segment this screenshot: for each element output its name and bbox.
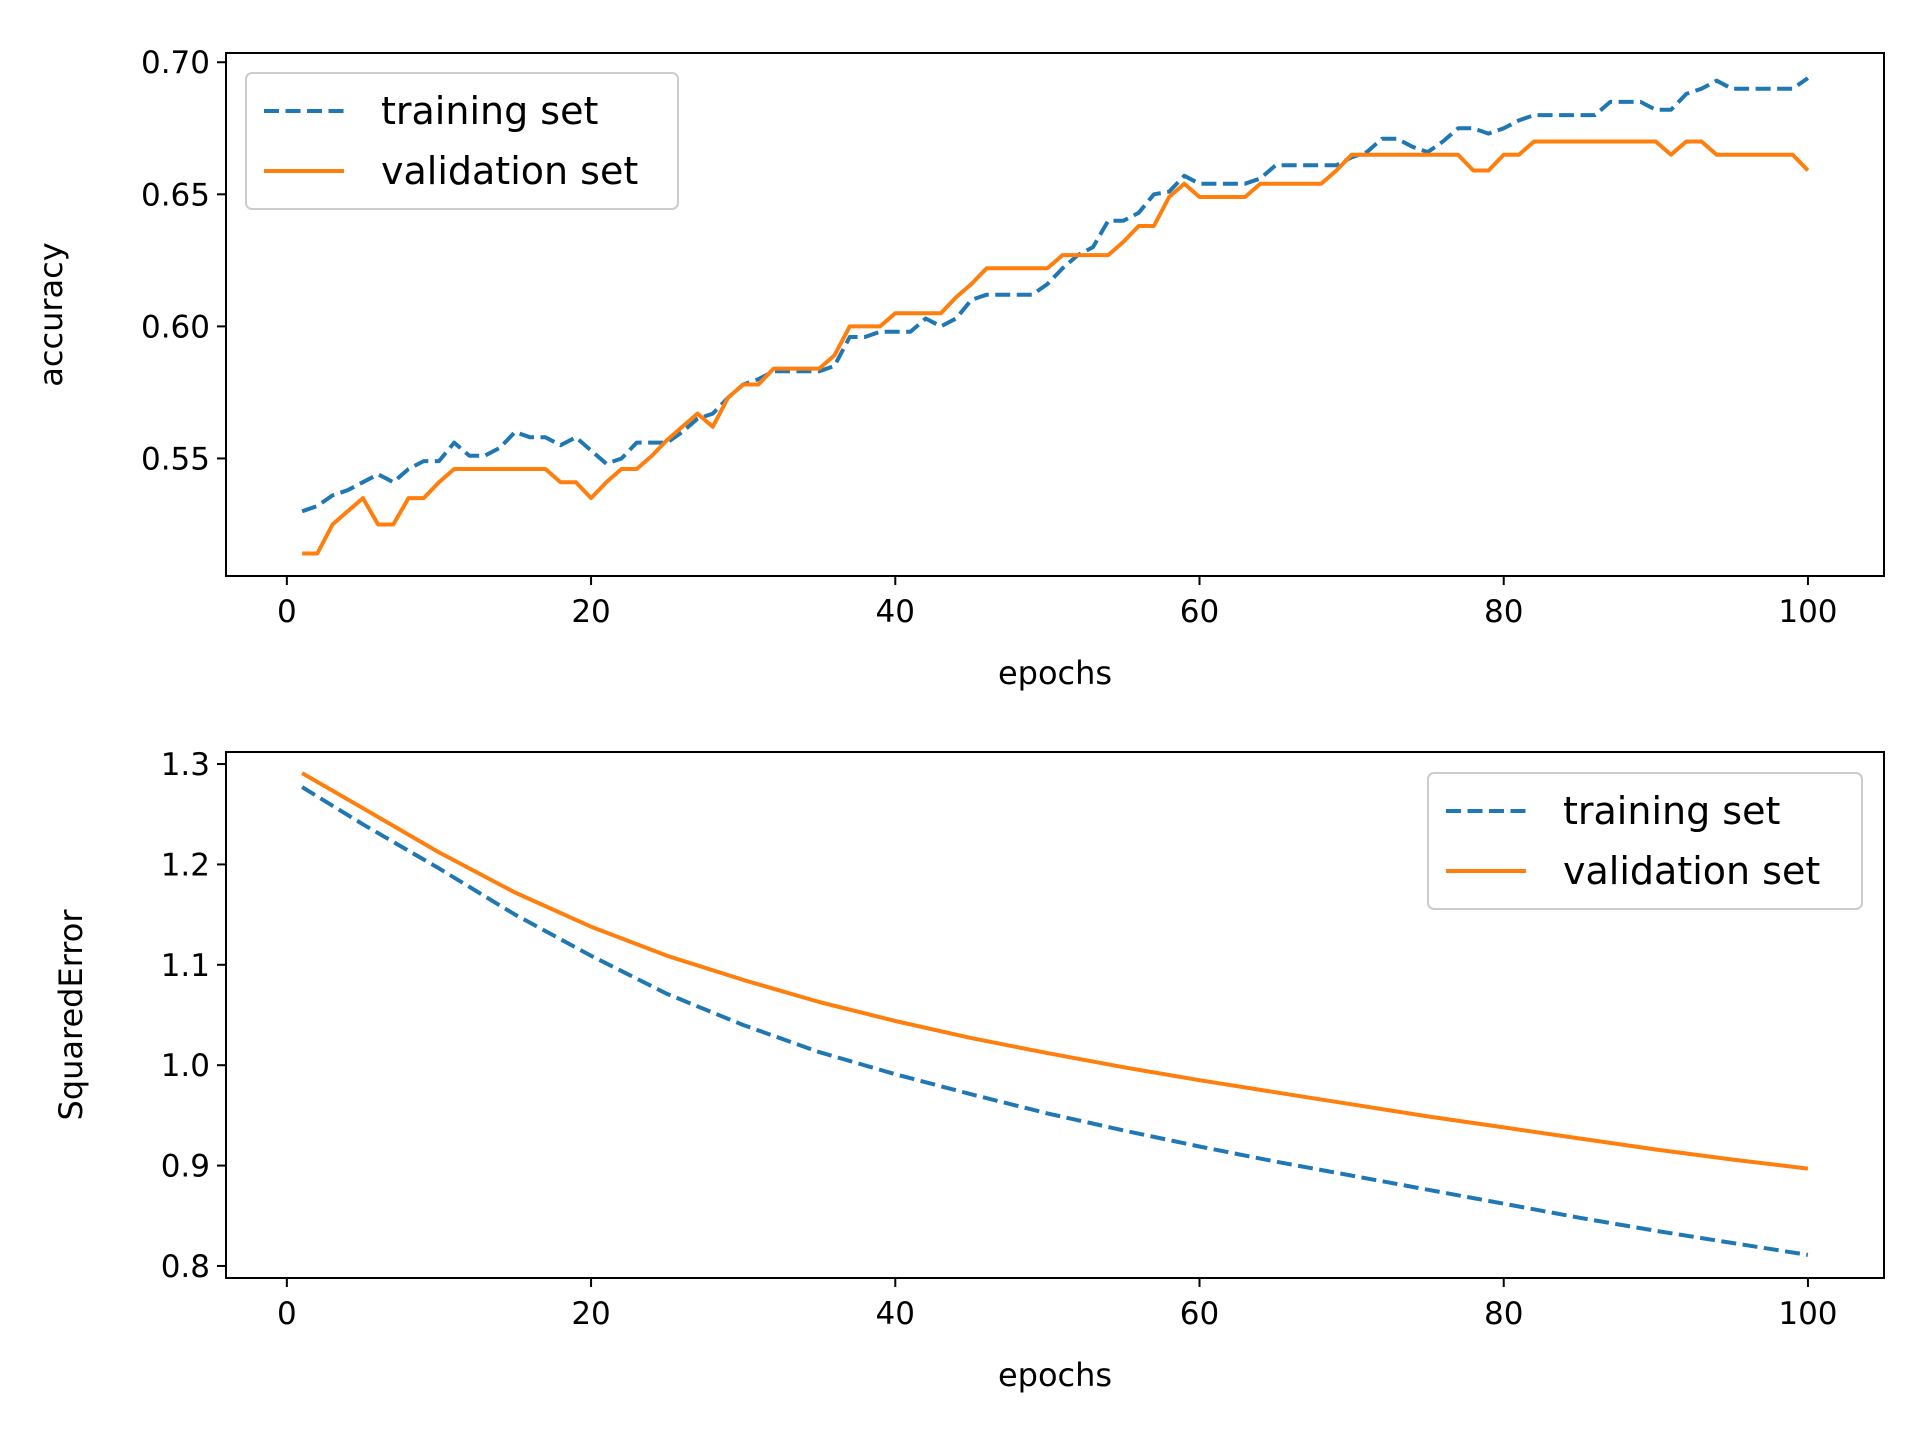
x-tick-label: 40 bbox=[876, 594, 915, 630]
y-tick-label: 0.60 bbox=[141, 309, 210, 345]
y-tick-label: 0.55 bbox=[141, 441, 210, 477]
legend-label-training-set: training set bbox=[381, 89, 598, 133]
legend-label-training-set: training set bbox=[1563, 789, 1780, 833]
x-tick-label: 60 bbox=[1180, 1296, 1219, 1332]
x-tick-label: 20 bbox=[571, 594, 610, 630]
x-tick-label: 40 bbox=[876, 1296, 915, 1332]
y-tick-label: 0.70 bbox=[141, 45, 210, 81]
plot-frame bbox=[225, 751, 1885, 1279]
x-tick-label: 0 bbox=[277, 594, 297, 630]
y-tick-label: 0.65 bbox=[141, 177, 210, 213]
y-tick-label: 1.3 bbox=[161, 747, 210, 783]
x-tick-label: 100 bbox=[1778, 594, 1837, 630]
legend-label-validation-set: validation set bbox=[381, 149, 638, 193]
x-axis-label: epochs bbox=[998, 1356, 1112, 1394]
legend: training set validation set bbox=[1427, 772, 1863, 910]
y-tick-label: 1.0 bbox=[161, 1048, 210, 1084]
series-line-validation-set bbox=[301, 771, 1809, 1171]
y-tick-label: 1.1 bbox=[161, 948, 210, 984]
y-tick-label: 1.2 bbox=[161, 847, 210, 883]
legend-frame bbox=[1427, 772, 1863, 910]
x-tick-label: 80 bbox=[1484, 594, 1523, 630]
x-tick-label: 100 bbox=[1778, 1296, 1837, 1332]
squared-error-chart: 0 20 40 60 80 100 0.8 0.9 1.0 1.1 1.2 1.3 epochs Squa… bbox=[52, 747, 1885, 1394]
series-line-training-set bbox=[301, 785, 1809, 1257]
series-line-validation-set bbox=[302, 139, 1810, 556]
y-tick-label: 0.9 bbox=[161, 1149, 210, 1185]
legend-label-validation-set: validation set bbox=[1563, 849, 1820, 893]
x-tick-label: 80 bbox=[1484, 1296, 1523, 1332]
x-tick-label: 0 bbox=[277, 1296, 297, 1332]
y-axis-label: SquaredError bbox=[52, 909, 90, 1121]
accuracy-chart: 0 20 40 60 80 100 0.55 0.60 0.65 0.70 epochs accura… bbox=[32, 45, 1885, 692]
series-line-training-set bbox=[301, 76, 1810, 514]
legend: training set validation set bbox=[245, 72, 679, 210]
x-axis-label: epochs bbox=[998, 654, 1112, 692]
legend-frame bbox=[245, 72, 679, 210]
y-tick-label: 0.8 bbox=[161, 1249, 210, 1285]
y-axis-label: accuracy bbox=[32, 242, 70, 386]
plot-frame bbox=[225, 52, 1885, 577]
x-tick-label: 60 bbox=[1180, 594, 1219, 630]
x-tick-label: 20 bbox=[571, 1296, 610, 1332]
